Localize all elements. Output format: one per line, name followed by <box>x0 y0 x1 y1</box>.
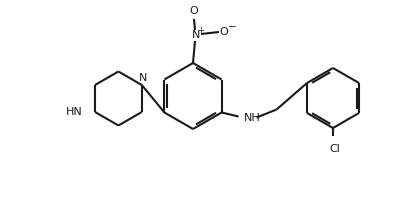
Text: N: N <box>138 73 147 83</box>
Text: N: N <box>191 30 200 40</box>
Text: −: − <box>227 22 236 32</box>
Text: NH: NH <box>243 112 260 123</box>
Text: Cl: Cl <box>329 144 339 154</box>
Text: HN: HN <box>66 107 83 117</box>
Text: O: O <box>219 27 228 37</box>
Text: O: O <box>189 6 198 16</box>
Text: +: + <box>197 26 204 34</box>
